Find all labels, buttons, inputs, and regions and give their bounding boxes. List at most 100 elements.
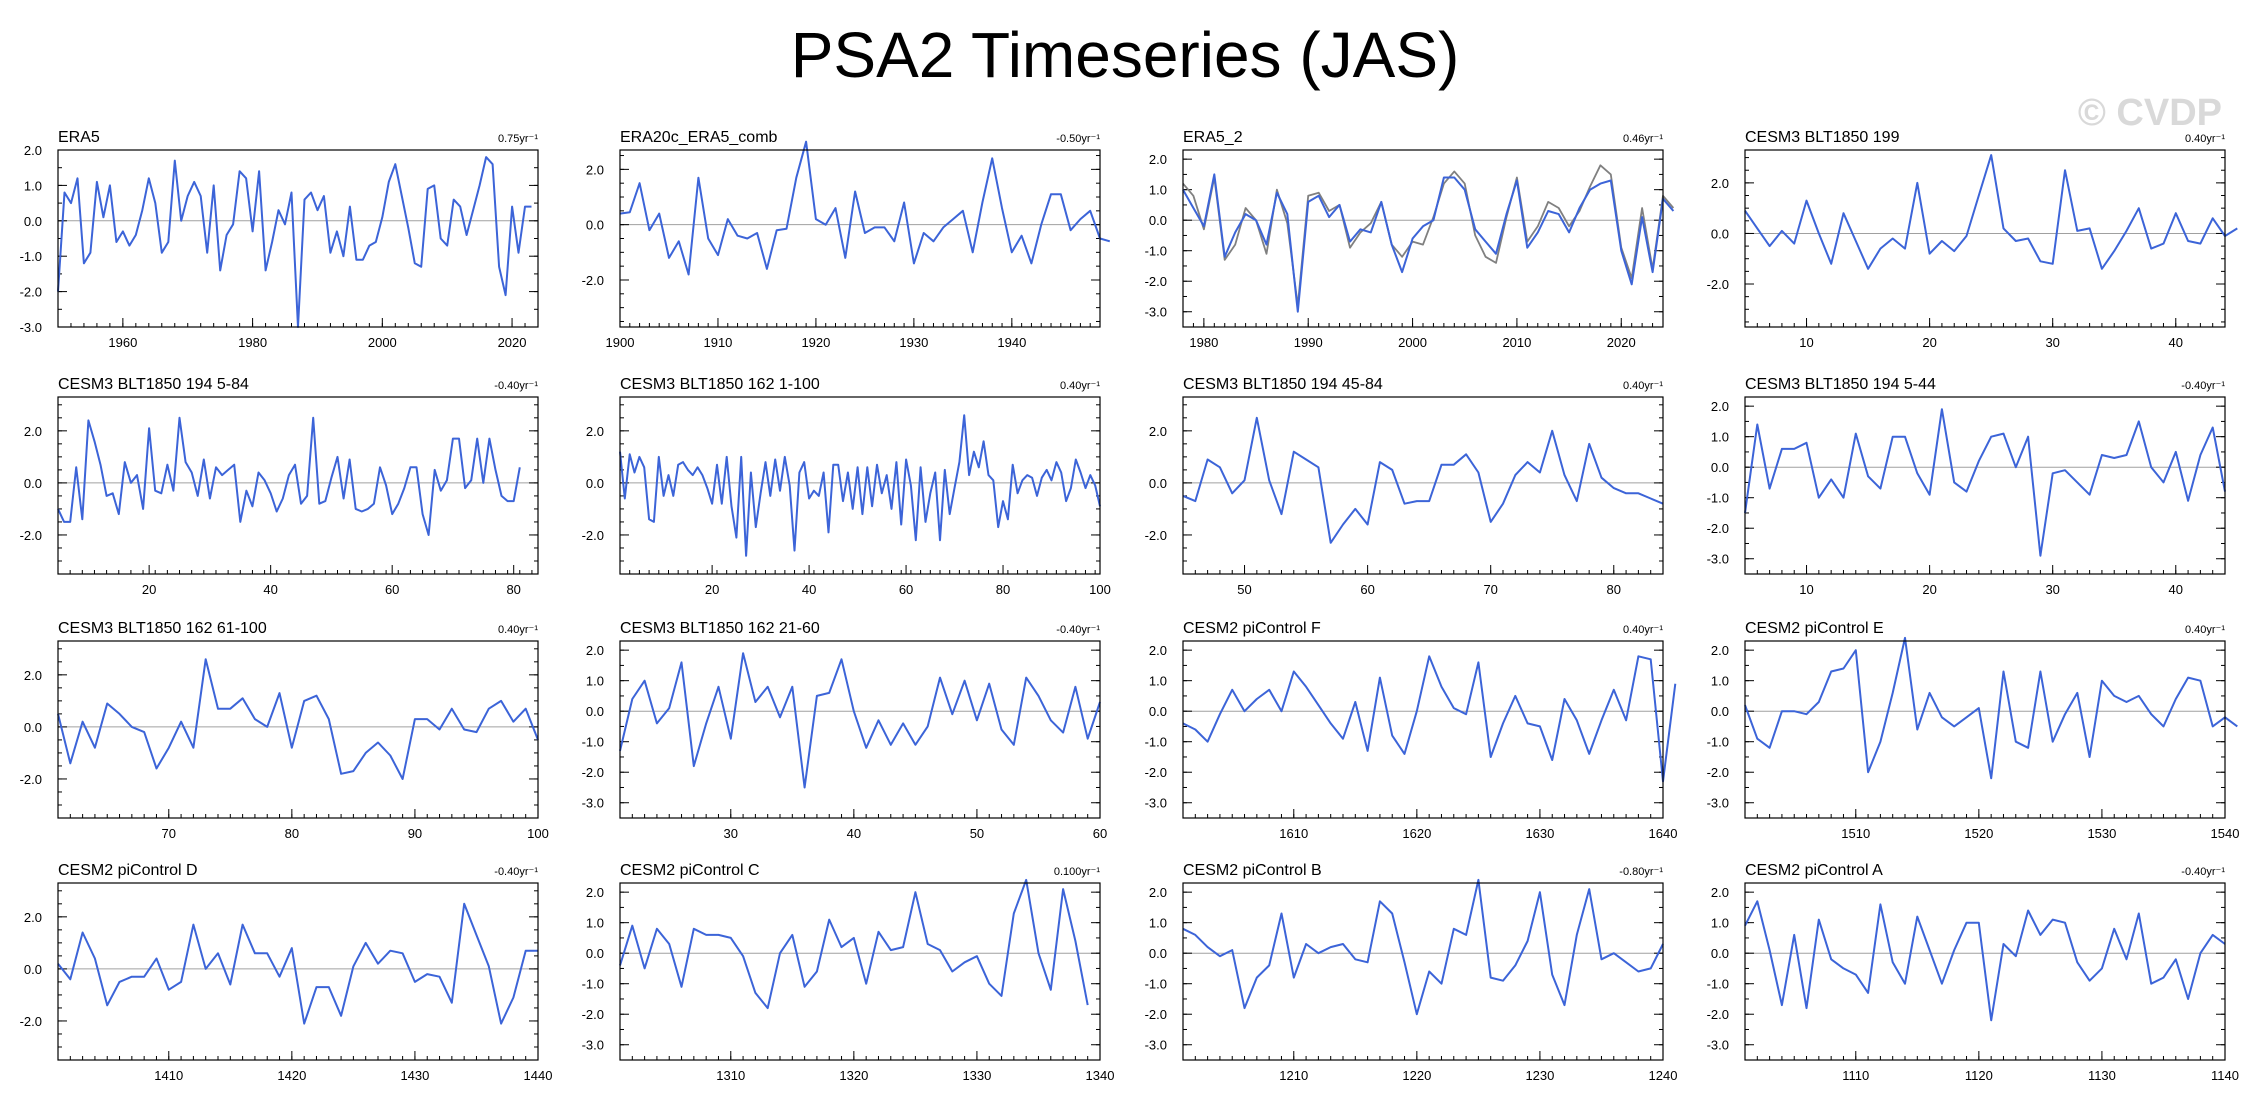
x-tick-label: 100 <box>1089 582 1111 597</box>
panel-title: CESM3 BLT1850 162 21-60 <box>620 620 820 637</box>
watermark-label: © CVDP <box>2077 92 2222 134</box>
y-tick-label: -1.0 <box>582 735 604 750</box>
x-tick-label: 1110 <box>1842 1068 1869 1083</box>
series-line <box>1744 408 2226 557</box>
trend-label: -0.40yr⁻¹ <box>494 380 538 392</box>
y-tick-label: 2.0 <box>1149 152 1167 167</box>
panel-9: CESM3 BLT1850 162 21-60 -0.40yr⁻¹ 30 40 50 60… <box>582 620 1108 841</box>
x-tick-label: 1960 <box>108 335 137 350</box>
series-line <box>619 414 1101 557</box>
y-tick-label: 0.0 <box>1149 946 1167 961</box>
panel-12: CESM2 piControl D -0.40yr⁻¹ 1410 1420 1430 14… <box>20 862 553 1083</box>
x-tick-label: 1980 <box>238 335 267 350</box>
x-tick-label: 30 <box>2045 335 2059 350</box>
trend-label: 0.40yr⁻¹ <box>1623 624 1663 636</box>
x-tick-label: 1330 <box>962 1068 991 1083</box>
panel-14: CESM2 piControl B -0.80yr⁻¹ 1210 1220 1230 12… <box>1145 862 1678 1083</box>
y-tick-label: 0.0 <box>1711 226 1729 241</box>
x-tick-label: 40 <box>263 582 277 597</box>
plot-frame <box>619 640 1101 819</box>
page-title: PSA2 Timeseries (JAS) <box>790 19 1460 91</box>
y-tick-label: 0.0 <box>586 946 604 961</box>
x-tick-label: 1640 <box>1649 826 1678 841</box>
trend-label: 0.40yr⁻¹ <box>498 624 538 636</box>
y-tick-label: -2.0 <box>20 772 42 787</box>
x-tick-label: 80 <box>506 582 520 597</box>
y-tick-label: 2.0 <box>24 668 42 683</box>
y-tick-label: -2.0 <box>1145 528 1167 543</box>
x-tick-label: 1540 <box>2211 826 2240 841</box>
y-tick-label: -3.0 <box>1707 552 1729 567</box>
x-tick-label: 50 <box>1237 582 1251 597</box>
panel-title: CESM3 BLT1850 162 1-100 <box>620 376 820 393</box>
y-tick-label: 2.0 <box>586 162 604 177</box>
plot-frame <box>57 396 539 575</box>
series-line <box>1744 636 2238 780</box>
panel-title: CESM3 BLT1850 194 45-84 <box>1183 376 1383 393</box>
y-tick-label: -1.0 <box>1707 491 1729 506</box>
y-tick-label: 0.0 <box>24 720 42 735</box>
plot-frame <box>1182 396 1664 575</box>
x-tick-label: 20 <box>1922 335 1936 350</box>
x-tick-label: 30 <box>2045 582 2059 597</box>
y-tick-label: -1.0 <box>1145 244 1167 259</box>
y-tick-label: -3.0 <box>20 320 42 335</box>
trend-label: 0.40yr⁻¹ <box>2185 624 2225 636</box>
x-tick-label: 2020 <box>498 335 527 350</box>
series-line <box>619 878 1089 1010</box>
trend-label: -0.40yr⁻¹ <box>1056 624 1100 636</box>
y-tick-label: -1.0 <box>582 977 604 992</box>
y-tick-label: 2.0 <box>586 885 604 900</box>
x-tick-label: 1310 <box>716 1068 745 1083</box>
trend-label: -0.50yr⁻¹ <box>1056 133 1100 145</box>
panel-3: CESM3 BLT1850 199 0.40yr⁻¹ 10 20 30 40 -2.0 0.0… <box>1707 129 2238 350</box>
panel-title: CESM2 piControl A <box>1745 862 1883 879</box>
y-tick-label: 1.0 <box>24 178 42 193</box>
y-tick-label: 1.0 <box>1149 183 1167 198</box>
y-tick-label: 2.0 <box>1149 885 1167 900</box>
x-tick-label: 70 <box>1483 582 1497 597</box>
x-tick-label: 1140 <box>2211 1068 2239 1083</box>
y-tick-label: -2.0 <box>1707 765 1729 780</box>
series-line <box>1744 900 2226 1022</box>
x-tick-label: 1240 <box>1649 1068 1678 1083</box>
y-tick-label: 2.0 <box>1149 643 1167 658</box>
panel-title: CESM2 piControl B <box>1183 862 1322 879</box>
y-tick-label: 1.0 <box>1149 674 1167 689</box>
x-tick-label: 40 <box>2169 335 2183 350</box>
trend-label: -0.40yr⁻¹ <box>2181 380 2225 392</box>
y-tick-label: 1.0 <box>1149 916 1167 931</box>
x-tick-label: 20 <box>705 582 719 597</box>
x-tick-label: 2000 <box>1398 335 1427 350</box>
y-tick-label: -2.0 <box>582 273 604 288</box>
plot-frame <box>1744 882 2226 1061</box>
y-tick-label: -1.0 <box>1707 977 1729 992</box>
x-tick-label: 1230 <box>1525 1068 1554 1083</box>
y-tick-label: -3.0 <box>1145 1038 1167 1053</box>
comparison-series-line <box>1182 164 1675 307</box>
y-tick-label: -2.0 <box>20 1014 42 1029</box>
x-tick-label: 40 <box>802 582 816 597</box>
y-tick-label: 2.0 <box>586 424 604 439</box>
y-tick-label: 0.0 <box>1149 704 1167 719</box>
panel-6: CESM3 BLT1850 194 45-84 0.40yr⁻¹ 50 60 70 80 -… <box>1145 376 1664 597</box>
y-tick-label: -2.0 <box>1707 277 1729 292</box>
y-tick-label: 0.0 <box>586 218 604 233</box>
plot-frame <box>57 640 539 819</box>
x-tick-label: 50 <box>970 826 984 841</box>
y-tick-label: 1.0 <box>1711 430 1729 445</box>
y-tick-label: 2.0 <box>586 643 604 658</box>
y-tick-label: 0.0 <box>586 476 604 491</box>
x-tick-label: 1420 <box>277 1068 306 1083</box>
x-tick-label: 40 <box>2169 582 2183 597</box>
x-tick-label: 1900 <box>606 335 635 350</box>
y-tick-label: 0.0 <box>1711 460 1729 475</box>
plot-frame <box>1182 640 1664 819</box>
panel-title: ERA5_2 <box>1183 129 1243 146</box>
y-tick-label: -1.0 <box>1145 735 1167 750</box>
x-tick-label: 80 <box>1607 582 1621 597</box>
x-tick-label: 1130 <box>2088 1068 2116 1083</box>
panel-title: ERA5 <box>58 129 100 146</box>
series-line <box>1182 655 1677 783</box>
plot-frame <box>1182 149 1664 328</box>
